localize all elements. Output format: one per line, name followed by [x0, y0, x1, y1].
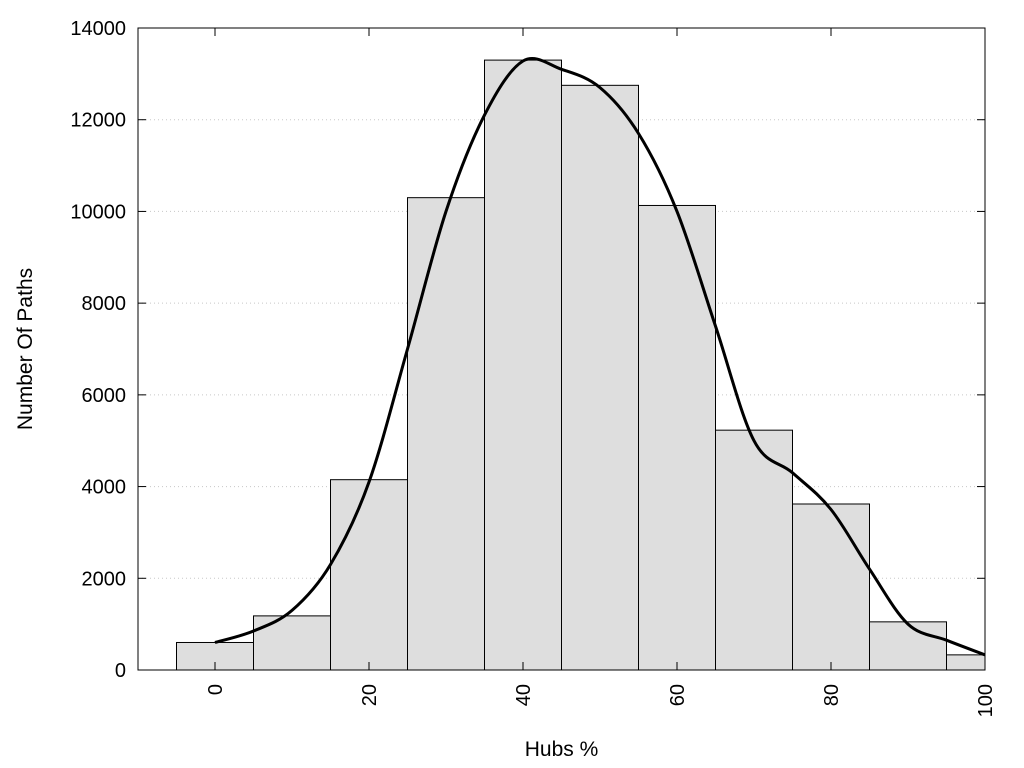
x-tick-label: 0: [205, 684, 227, 695]
x-tick-label: 80: [821, 684, 843, 706]
y-tick-label: 6000: [82, 385, 127, 407]
density-curve: [214, 56, 986, 657]
x-tick-label: 60: [667, 684, 689, 706]
x-tick-label: 20: [359, 684, 381, 706]
x-axis-title: Hubs %: [525, 738, 599, 761]
histogram-bar: [792, 503, 870, 671]
y-tick-label: 10000: [70, 201, 126, 223]
y-tick-label: 2000: [82, 568, 127, 590]
y-tick-label: 12000: [70, 110, 126, 132]
histogram-bar: [715, 429, 793, 671]
y-tick-label: 4000: [82, 477, 127, 499]
x-axis-ticks: 0 20 40 60 80 100: [205, 28, 997, 717]
y-axis-title: Number Of Paths: [14, 268, 37, 430]
histogram-bars: [176, 59, 986, 671]
x-tick-label: 100: [975, 684, 997, 717]
plot-frame: [137, 27, 986, 671]
histogram-bar: [869, 621, 947, 671]
histogram-bar: [484, 59, 562, 671]
x-tick-label: 40: [513, 684, 535, 706]
y-tick-label: 0: [115, 660, 126, 682]
histogram-bar: [946, 654, 986, 671]
histogram-bar: [253, 615, 331, 671]
y-tick-label: 8000: [82, 293, 127, 315]
y-axis-ticks: 0 2000 4000 6000 8000 10000 12000 14000: [70, 18, 985, 682]
histogram-bar: [638, 204, 716, 671]
histogram-bar: [407, 197, 485, 671]
histogram-bar: [330, 479, 408, 671]
y-tick-label: 14000: [70, 18, 126, 40]
histogram-bar: [561, 84, 639, 671]
